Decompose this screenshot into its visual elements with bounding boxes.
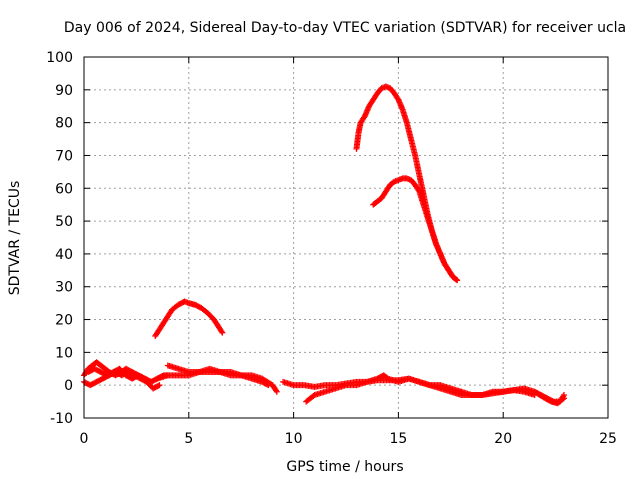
x-tick-labels: 0 5 10 15 20 25 xyxy=(80,431,617,447)
x-axis-label: GPS time / hours xyxy=(286,459,403,475)
series-arc-l xyxy=(370,175,461,284)
data-point xyxy=(218,328,225,335)
y-axis-label: SDTVAR / TECUs xyxy=(7,181,23,296)
y-tick-label: 80 xyxy=(55,116,73,132)
data-point xyxy=(148,378,155,385)
series-arc-h xyxy=(303,372,465,405)
grid-lines xyxy=(84,57,608,418)
data-point xyxy=(272,387,279,394)
y-tick-label: 20 xyxy=(55,313,73,329)
data-point xyxy=(219,329,226,336)
x-tick-label: 25 xyxy=(599,431,617,447)
y-tick-label: -10 xyxy=(50,411,73,427)
data-series xyxy=(81,83,567,407)
y-tick-label: 10 xyxy=(55,345,73,361)
y-tick-label: 30 xyxy=(55,280,73,296)
data-point xyxy=(415,187,422,194)
chart-title: Day 006 of 2024, Sidereal Day-to-day VTE… xyxy=(64,20,626,36)
y-tick-label: 70 xyxy=(55,148,73,164)
y-tick-labels: -10 0 10 20 30 40 50 60 70 80 90 100 xyxy=(46,50,73,427)
data-point xyxy=(273,388,280,395)
y-tick-label: 50 xyxy=(55,214,73,230)
data-point xyxy=(146,378,153,385)
y-tick-label: 60 xyxy=(55,181,73,197)
y-tick-label: 40 xyxy=(55,247,73,263)
y-tick-label: 0 xyxy=(64,378,73,394)
data-point xyxy=(560,393,567,400)
y-tick-label: 100 xyxy=(46,50,73,66)
data-point xyxy=(454,277,461,284)
x-tick-label: 10 xyxy=(285,431,303,447)
series-arc-e xyxy=(164,362,272,389)
x-tick-label: 0 xyxy=(80,431,89,447)
data-point xyxy=(155,382,162,389)
data-point xyxy=(453,276,460,283)
series-arc-f xyxy=(152,298,226,339)
x-tick-label: 15 xyxy=(389,431,407,447)
data-point xyxy=(156,382,163,389)
x-tick-label: 5 xyxy=(184,431,193,447)
y-tick-label: 90 xyxy=(55,83,73,99)
tick-marks xyxy=(83,56,609,419)
series-arc-c xyxy=(85,365,155,385)
plot-area-border xyxy=(83,56,609,419)
x-tick-label: 20 xyxy=(494,431,512,447)
data-point xyxy=(265,382,272,389)
data-point xyxy=(549,397,556,404)
data-point xyxy=(264,381,271,388)
series-arc-k xyxy=(353,83,461,284)
data-point xyxy=(560,392,567,399)
series-arc-j xyxy=(531,388,567,405)
